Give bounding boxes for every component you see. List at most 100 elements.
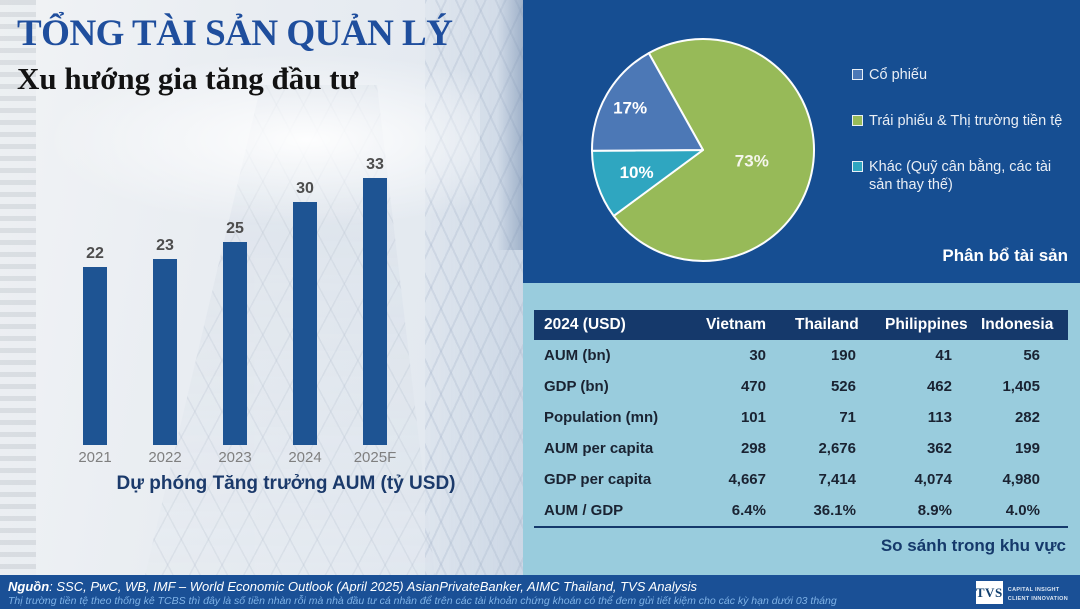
column-header: Philippines <box>884 310 980 340</box>
bar-column: 23 <box>130 237 200 445</box>
table-cell: 462 <box>926 378 952 395</box>
legend-swatch-icon <box>852 161 863 173</box>
building-edge-shadow <box>497 0 523 250</box>
legend-item: Trái phiếu & Thị trường tiền tệ <box>852 112 1070 130</box>
table-cell: 4,074 <box>914 471 952 488</box>
table-cell: 41 <box>935 347 952 364</box>
legend-label: Trái phiếu & Thị trường tiền tệ <box>869 113 1063 130</box>
table-row: GDP (bn) 470 526 462 1,405 <box>534 371 1068 402</box>
bar-value-label: 25 <box>226 220 244 237</box>
column-header: 2024 (USD) <box>534 310 704 340</box>
regional-comparison-panel: 2024 (USD) Vietnam Thailand Philippines Indo… <box>523 283 1080 575</box>
footnote: Thị trường tiền tệ theo thống kê TCBS th… <box>8 595 837 607</box>
table-cell: 199 <box>1014 440 1040 457</box>
table-row: GDP per capita 4,667 7,414 4,074 4,980 <box>534 464 1068 495</box>
table-cell: 30 <box>749 347 766 364</box>
table-cell: 7,414 <box>818 471 856 488</box>
column-header: Vietnam <box>704 310 794 340</box>
bar-value-label: 22 <box>86 245 104 262</box>
source-label: Nguồn <box>8 579 50 594</box>
bar-column: 33 <box>340 156 410 445</box>
table-cell: 113 <box>927 409 952 426</box>
x-tick-label: 2023 <box>218 449 252 466</box>
pie-percent-label: 73% <box>735 152 769 171</box>
table-cell: 101 <box>740 409 766 426</box>
table-row: AUM per capita 298 2,676 362 199 <box>534 433 1068 464</box>
background-photo <box>0 0 523 575</box>
x-tick-label: 2024 <box>288 449 322 466</box>
tvs-logo: TVS CAPITAL INSIGHT CLIENT INNOVATION <box>975 581 1068 604</box>
row-label: AUM / GDP <box>534 495 704 528</box>
building-strip <box>0 0 36 575</box>
table-cell: 298 <box>740 440 766 457</box>
x-tick-label: 2021 <box>78 449 112 466</box>
bar-column: 22 <box>60 245 130 445</box>
aum-bar-chart: 22 23 25 30 33 <box>60 150 410 445</box>
table-cell: 4.0% <box>980 495 1068 528</box>
table-cell: 2,676 <box>818 440 856 457</box>
cloud-highlight <box>50 55 480 225</box>
title-block: TỔNG TÀI SẢN QUẢN LÝ Xu hướng gia tăng đ… <box>17 12 517 97</box>
regional-caption: So sánh trong khu vực <box>880 536 1066 555</box>
table-cell: 36.1% <box>794 495 884 528</box>
tvs-logo-tagline: CAPITAL INSIGHT CLIENT INNOVATION <box>1003 581 1068 604</box>
table-cell: 8.9% <box>884 495 980 528</box>
bar <box>153 259 177 445</box>
table-cell: 470 <box>740 378 766 395</box>
table-cell: 190 <box>830 347 856 364</box>
row-label: GDP per capita <box>544 471 652 488</box>
bar <box>363 178 387 445</box>
table-header-row: 2024 (USD) Vietnam Thailand Philippines Indo… <box>534 310 1068 340</box>
table-cell: 56 <box>1023 347 1040 364</box>
column-header: Thailand <box>794 310 884 340</box>
table-cell: 526 <box>830 378 856 395</box>
column-header: Indonesia <box>980 310 1068 340</box>
pie-slice <box>590 52 704 152</box>
table-cell: 1,405 <box>1002 378 1040 395</box>
source-line: Nguồn: SSC, PwC, WB, IMF – World Economi… <box>8 579 1080 594</box>
table-row: Population (mn) 101 71 113 282 <box>534 402 1068 433</box>
legend-item: Cổ phiếu <box>852 66 1070 84</box>
table-cell: 282 <box>1014 409 1040 426</box>
table-cell: 71 <box>839 409 856 426</box>
row-label: Population (mn) <box>544 409 659 426</box>
regional-comparison-table: 2024 (USD) Vietnam Thailand Philippines Indo… <box>534 310 1068 528</box>
logo-tagline-2: CLIENT INNOVATION <box>1007 595 1068 602</box>
bar-column: 25 <box>200 220 270 445</box>
bar-value-label: 30 <box>296 180 314 197</box>
allocation-caption: Phân bổ tài sản <box>942 246 1068 265</box>
legend-swatch-icon <box>852 69 863 80</box>
table-row: AUM (bn) 30 190 41 56 <box>534 340 1068 371</box>
x-tick-label: 2022 <box>148 449 182 466</box>
tvs-logo-mark: TVS <box>975 581 1003 604</box>
legend-swatch-icon <box>852 115 863 127</box>
legend-label: Cổ phiếu <box>869 67 928 83</box>
table-row: AUM / GDP 6.4% 36.1% 8.9% 4.0% <box>534 495 1068 528</box>
table-cell: 4,980 <box>1002 471 1040 488</box>
row-label: GDP (bn) <box>544 378 609 395</box>
row-label: AUM (bn) <box>544 347 611 364</box>
bar-column: 30 <box>270 180 340 445</box>
bar <box>293 202 317 445</box>
allocation-pie-chart: 73% 10% 17% <box>590 38 815 262</box>
pie-legend: Cổ phiếu Trái phiếu & Thị trường tiền tệ K… <box>852 66 1070 195</box>
asset-allocation-panel: 73% 10% 17% Cổ phiếu Trái phiếu & Thị trườn… <box>523 0 1080 283</box>
pie-percent-label: 17% <box>613 99 647 118</box>
bar <box>83 267 107 445</box>
pie-slice <box>612 38 815 262</box>
aum-chart-caption: Dự phóng Tăng trưởng AUM (tỷ USD) <box>116 473 456 494</box>
bar-value-label: 33 <box>366 156 384 173</box>
pie-percent-label: 10% <box>620 163 654 182</box>
table-cell: 362 <box>926 440 952 457</box>
aum-bar-chart-xaxis: 2021 2022 2023 2024 2025F <box>60 449 410 466</box>
bar <box>223 242 247 445</box>
logo-tagline-1: CAPITAL INSIGHT <box>1007 587 1060 593</box>
footer: Nguồn: SSC, PwC, WB, IMF – World Economi… <box>0 575 1080 609</box>
page-title: TỔNG TÀI SẢN QUẢN LÝ <box>17 13 453 54</box>
row-label: AUM per capita <box>544 440 654 457</box>
page-subtitle: Xu hướng gia tăng đầu tư <box>17 61 359 96</box>
bar-value-label: 23 <box>156 237 174 254</box>
table-cell: 6.4% <box>704 495 794 528</box>
x-tick-label: 2025F <box>353 449 397 466</box>
